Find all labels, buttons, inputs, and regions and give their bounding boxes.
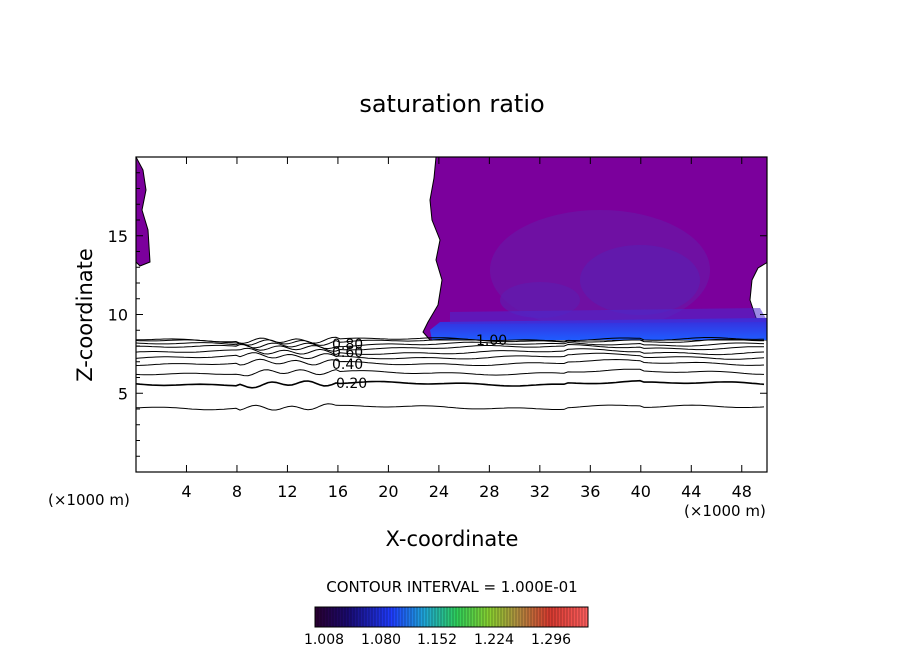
contour-label-3: 0.60	[332, 345, 363, 361]
y-tick-label: 10	[108, 306, 128, 325]
x-tick-label: 32	[530, 482, 550, 501]
colorbar-tick-2: 1.080	[361, 632, 401, 648]
contour-lines	[136, 336, 765, 411]
x-axis-title: X-coordinate	[386, 527, 519, 551]
left-supersaturated-region	[136, 157, 151, 267]
colorbar-tick-1: 1.008	[304, 632, 344, 648]
contour-label-1: 1.00	[476, 333, 507, 349]
x-tick-label: 44	[681, 482, 701, 501]
contour-label-2: 0.80	[332, 337, 363, 353]
contour-line	[136, 379, 765, 389]
cloud-base-streaks	[450, 308, 767, 324]
chart-title: saturation ratio	[359, 90, 544, 118]
contour-line	[136, 347, 765, 356]
x-tick-label: 40	[631, 482, 651, 501]
contour-line	[136, 368, 765, 377]
contour-labels: 1.00 0.80 0.60 0.40 0.20	[332, 333, 507, 392]
colorbar-tick-5: 1.296	[531, 632, 571, 648]
colorbar-tick-4: 1.224	[474, 632, 514, 648]
plot-area	[136, 157, 767, 411]
contour-interval-text: CONTOUR INTERVAL = 1.000E-01	[326, 578, 577, 596]
colorbar-ticks: 1.008 1.080 1.152 1.224 1.296	[304, 632, 571, 648]
x-tick-label: 48	[732, 482, 752, 501]
x-tick-label: 4	[181, 482, 191, 501]
x-unit-left: (×1000 m)	[48, 491, 130, 509]
colorbar-tick-3: 1.152	[417, 632, 457, 648]
x-tick-label: 12	[277, 482, 297, 501]
contour-label-5: 0.20	[336, 376, 367, 392]
contour-line	[136, 403, 765, 411]
y-axis-title: Z-coordinate	[73, 248, 97, 382]
x-tick-label: 24	[429, 482, 449, 501]
inner-blob-2	[580, 245, 700, 315]
x-unit-right: (×1000 m)	[684, 502, 766, 520]
contour-line	[136, 336, 765, 344]
contour-line	[136, 343, 765, 352]
contour-label-4: 0.40	[332, 357, 363, 373]
x-tick-label: 36	[580, 482, 600, 501]
x-axis: 4 8 12 16 20 24 28 32 36 40 44 48	[181, 157, 752, 501]
x-tick-label: 28	[479, 482, 499, 501]
colorbar-segments	[317, 607, 586, 627]
x-tick-label: 20	[378, 482, 398, 501]
colorbar	[314, 606, 589, 628]
x-tick-label: 8	[232, 482, 242, 501]
y-axis: 5 10 15	[108, 172, 767, 457]
y-tick-label: 5	[118, 384, 128, 403]
contour-line	[136, 352, 765, 360]
y-tick-label: 15	[108, 227, 128, 246]
inner-blob-3	[500, 282, 580, 318]
contour-line	[136, 358, 765, 366]
x-tick-label: 16	[328, 482, 348, 501]
